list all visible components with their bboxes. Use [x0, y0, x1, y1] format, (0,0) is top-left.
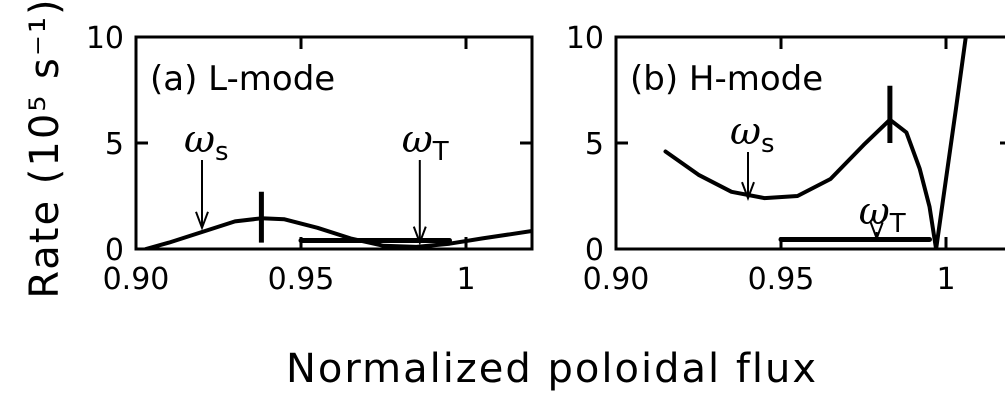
plot-area	[143, 191, 532, 249]
plot-area	[663, 37, 968, 249]
panel-h-mode: 0 5 10 0.90 0.95 1 (b) H-mode ωs ωT	[566, 21, 1005, 297]
arrow-head	[195, 211, 209, 231]
arrow-head	[412, 226, 427, 246]
x-tick-label: 0.95	[268, 262, 335, 297]
annotation-omega-t: ωT	[402, 117, 449, 167]
x-tick-label: 1	[936, 262, 955, 297]
y-tick-label: 0	[585, 233, 604, 268]
x-tick-label: 0.90	[583, 262, 650, 297]
axes-frame	[614, 35, 1005, 251]
panel-title: (a) L-mode	[150, 59, 335, 99]
annotation-omega-t: ωT	[859, 189, 906, 239]
x-tick-label: 0.90	[103, 262, 170, 297]
panel-title: (b) H-mode	[630, 59, 823, 99]
y-tick-label: 5	[105, 127, 124, 162]
x-axis-title: Normalized poloidal flux	[286, 346, 818, 392]
y-axis-title: Rate (10⁵ s⁻¹)	[22, 0, 68, 299]
panel-l-mode: 0 5 10 0.90 0.95 1 (a) L-mode ωs ωT	[86, 21, 534, 297]
y-tick-label: 10	[566, 21, 604, 56]
x-tick-label: 0.95	[748, 262, 815, 297]
axes-frame	[134, 35, 534, 251]
arrow-head	[869, 222, 884, 242]
y-tick-label: 5	[585, 127, 604, 162]
y-tick-label: 0	[105, 233, 124, 268]
annotation-omega-s: ωs	[730, 109, 775, 159]
annotation-omega-s: ωs	[184, 117, 229, 167]
y-tick-label: 10	[86, 21, 124, 56]
arrow-head	[741, 181, 755, 201]
x-tick-label: 1	[456, 262, 475, 297]
rate-curve	[143, 216, 532, 249]
